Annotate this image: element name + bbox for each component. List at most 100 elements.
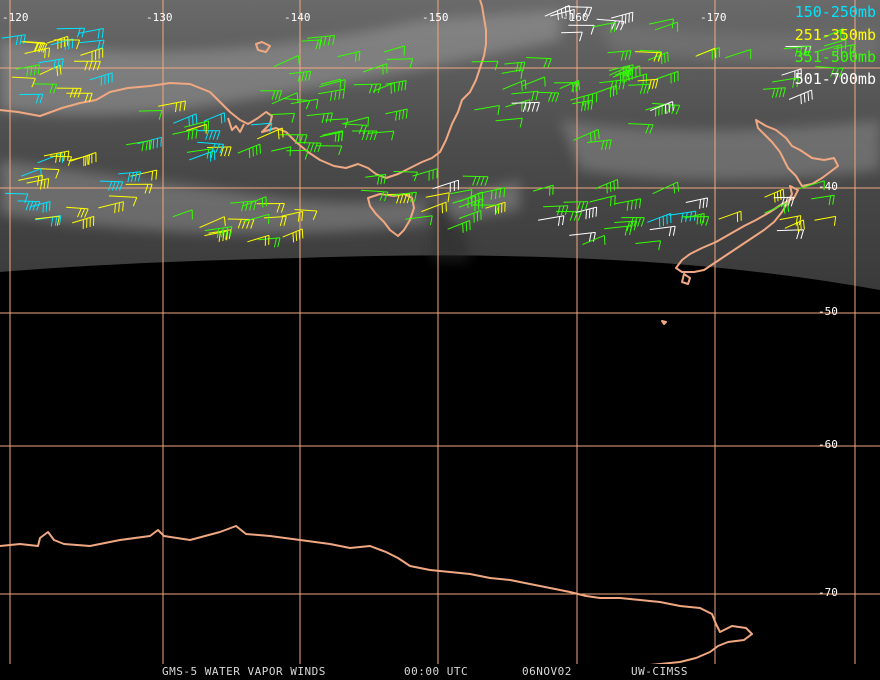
wind-barb (70, 152, 97, 167)
wind-barb (301, 39, 323, 50)
wind-barb (582, 234, 606, 246)
lat-label-70: -70 (818, 586, 838, 599)
wind-barb (325, 118, 349, 129)
stewart-island (681, 273, 691, 285)
wind-barb (611, 11, 634, 25)
wind-barb (17, 200, 41, 211)
wind-barb (550, 9, 575, 21)
wind-barb (73, 60, 101, 71)
wind-barb (647, 51, 669, 65)
wind-barb (337, 50, 361, 62)
wind-barb (271, 146, 292, 157)
wind-barb (635, 51, 662, 62)
wind-barb (89, 72, 113, 86)
wind-barb (343, 116, 369, 127)
wind-barb (319, 79, 346, 90)
wind-barb (596, 84, 618, 98)
wind-barbs (1, 5, 855, 251)
wind-barb (158, 100, 186, 113)
lat-label-40: -40 (818, 180, 838, 193)
wind-barb (21, 168, 42, 179)
wind-barb (526, 57, 552, 68)
wind-barb (614, 198, 642, 211)
legend-item-150-250: 150-250mb (794, 3, 876, 21)
wind-barb (341, 123, 368, 135)
wind-barb (575, 206, 598, 220)
wind-barb (655, 70, 679, 84)
obs-time: 00:00 UTC (404, 665, 469, 678)
wind-barb (823, 28, 845, 40)
wind-barb (365, 173, 387, 185)
wind-barb (118, 171, 142, 183)
wind-barb (360, 189, 389, 202)
coastlines (0, 0, 839, 667)
wind-barb (432, 179, 459, 193)
wind-barb (372, 82, 396, 94)
wind-barb (788, 89, 813, 105)
wind-barb (204, 230, 229, 242)
legend-item-251-350: 251-350mb (794, 26, 876, 44)
wind-barb (462, 175, 489, 186)
wind-barb (385, 108, 408, 121)
wind-barb (447, 220, 471, 233)
wind-barb (1, 34, 26, 46)
wind-barb (573, 128, 600, 143)
wind-barb (38, 58, 64, 70)
wind-barb (685, 197, 709, 209)
wind-barb (33, 83, 58, 94)
wind-barb (273, 55, 300, 68)
wind-barb (393, 171, 418, 182)
wind-barb (172, 128, 198, 141)
wind-barb (522, 76, 546, 87)
wind-barb (405, 215, 433, 226)
wind-barb (99, 180, 124, 191)
wind-barb (762, 87, 786, 98)
wind-barb (592, 21, 617, 33)
wind-barb (502, 79, 527, 91)
wind-barb (572, 99, 594, 112)
wind-barb (197, 141, 225, 154)
wind-barb (281, 211, 304, 222)
wind-barb (772, 77, 799, 88)
product-name: GMS-5 WATER VAPOR WINDS (162, 665, 326, 678)
wind-barb (19, 93, 44, 104)
wind-barb (459, 191, 484, 207)
wind-barb (383, 45, 405, 56)
wind-barb (196, 130, 221, 140)
wind-barb (764, 202, 790, 214)
wind-barb (587, 139, 612, 151)
small-island (661, 320, 667, 325)
wind-barb (362, 63, 388, 75)
wind-barb (297, 142, 322, 153)
wind-barb (39, 64, 62, 77)
wind-barb (367, 130, 395, 141)
wind-barb (626, 73, 648, 85)
wind-barb (78, 28, 104, 39)
wind-barb (386, 58, 414, 68)
wind-barb (458, 210, 482, 223)
legend-item-351-500: 351-500mb (794, 48, 876, 66)
wind-barb (11, 76, 36, 88)
wind-barb (532, 184, 554, 196)
wind-barb (183, 120, 210, 132)
wind-barb (599, 79, 626, 91)
wind-barb (282, 98, 311, 110)
wind-barb (56, 87, 82, 98)
wind-barb (125, 183, 153, 194)
wind-barb (649, 225, 676, 237)
wind-barb (472, 204, 500, 215)
wind-barb (307, 35, 336, 47)
lon-label-170: -170 (700, 11, 727, 24)
data-source: UW-CIMSS (631, 665, 688, 678)
wind-barb (628, 123, 654, 134)
wind-barb (172, 209, 193, 220)
wind-barb (130, 169, 158, 181)
wind-barb (563, 201, 589, 212)
wind-barb (458, 198, 483, 212)
wind-barb (138, 110, 163, 120)
wind-barb (596, 18, 625, 31)
wind-barb (108, 195, 138, 207)
wind-barb (33, 167, 60, 179)
spencer-gulf (227, 117, 245, 133)
